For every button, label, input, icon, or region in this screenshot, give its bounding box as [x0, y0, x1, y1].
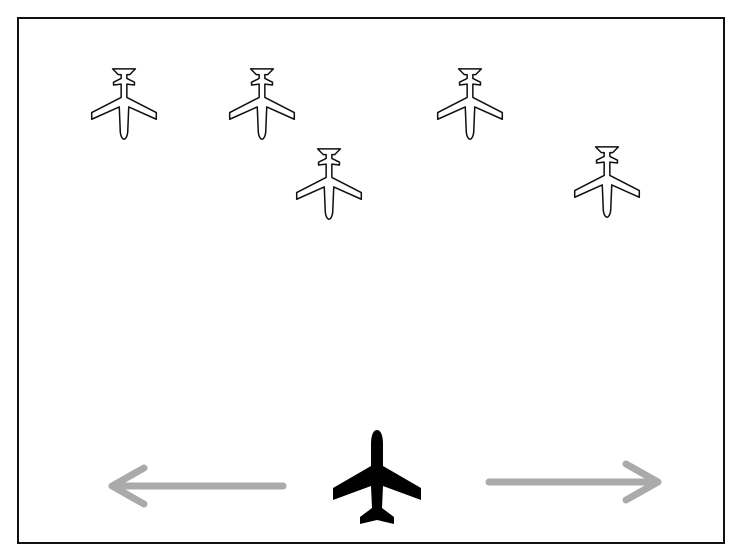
player-plane-icon: [333, 430, 421, 524]
player-plane[interactable]: [333, 430, 421, 524]
move-left-button[interactable]: [108, 464, 287, 508]
move-right-button[interactable]: [485, 460, 662, 504]
enemy-plane-icon: [295, 148, 363, 220]
enemy-plane-icon: [573, 146, 641, 218]
enemy-formation: [90, 68, 641, 220]
arrow-right-icon: [485, 460, 662, 504]
enemy-plane-icon: [436, 68, 504, 140]
enemy-plane-icon: [228, 68, 296, 140]
enemy-plane-icon: [90, 68, 158, 140]
arrow-left-icon: [108, 464, 287, 508]
